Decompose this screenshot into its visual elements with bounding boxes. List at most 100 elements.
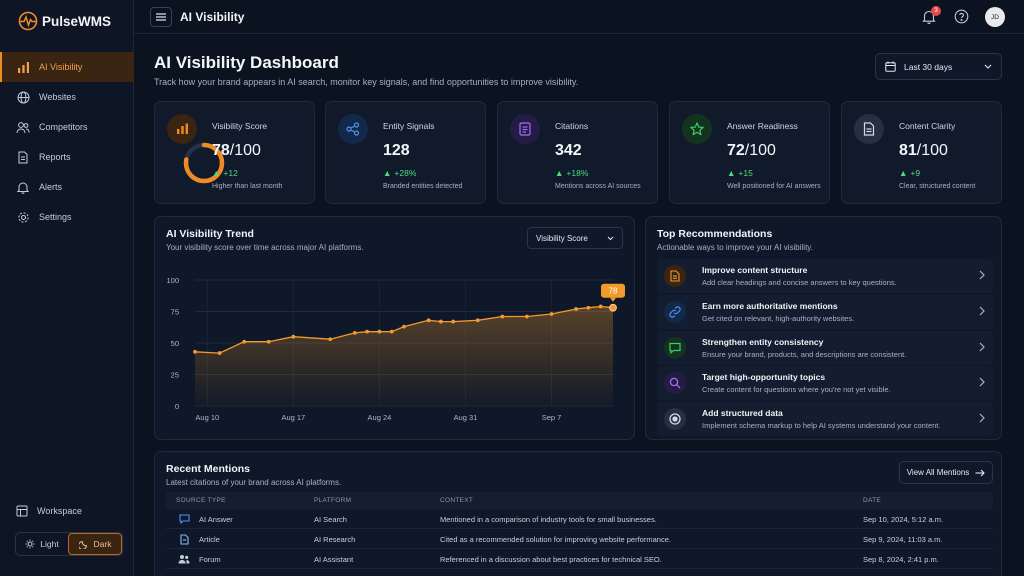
kpi-value: 72/100 [727, 142, 776, 159]
sidebar-item-alerts[interactable]: Alerts [0, 172, 134, 202]
kpi-card-content-clarity[interactable]: Content Clarity 81/100 ▲ +9 Clear, struct… [841, 101, 1002, 204]
date-range-value: Last 30 days [904, 61, 953, 72]
trend-up-icon: ▲ [212, 168, 221, 178]
recommendation-item[interactable]: Target high-opportunity topics Create co… [657, 366, 993, 400]
tooltip-bubble [601, 283, 625, 298]
recommendation-item[interactable]: Strengthen entity consistency Ensure you… [657, 331, 993, 365]
menu-toggle-button[interactable] [150, 7, 172, 27]
mentions-panel: Recent Mentions Latest citations of your… [154, 451, 1002, 576]
trend-title: AI Visibility Trend [166, 228, 254, 240]
sidebar-item-label: Settings [39, 212, 72, 222]
metric-select[interactable]: Visibility Score [527, 227, 623, 249]
document-icon [510, 114, 540, 144]
platform-cell: AI Research [314, 535, 356, 544]
chevron-right-icon [979, 413, 985, 423]
context-cell: Mentioned in a comparison of industry to… [440, 515, 657, 524]
sidebar-nav: AI Visibility Websites Competitors Repor… [0, 52, 134, 232]
kpi-delta: ▲ +18% [555, 168, 589, 178]
y-tick-label: 75 [171, 308, 179, 317]
table-header: SOURCE TYPE PLATFORM CONTEXT DATE [166, 492, 993, 509]
y-tick-label: 50 [171, 339, 179, 348]
column-header: SOURCE TYPE [176, 497, 226, 504]
gear-icon [16, 210, 30, 224]
trend-up-icon: ▲ [383, 168, 392, 178]
data-point [389, 329, 394, 334]
sidebar-item-label: Websites [39, 92, 76, 102]
kpi-card-answer-readiness[interactable]: Answer Readiness 72/100 ▲ +15 Well positi… [669, 101, 830, 204]
column-header: PLATFORM [314, 497, 352, 504]
mentions-subtitle: Latest citations of your brand across AI… [166, 478, 342, 487]
source-type: AI Answer [199, 515, 233, 524]
theme-light-button[interactable]: Light [16, 533, 68, 555]
kpi-card-entity-signals[interactable]: Entity Signals 128 ▲ +28% Branded entitie… [325, 101, 486, 204]
avatar[interactable]: JD [985, 7, 1005, 27]
recommendations-subtitle: Actionable ways to improve your AI visib… [657, 243, 813, 252]
kpi-value: 128 [383, 142, 410, 159]
kpi-value: 342 [555, 142, 582, 159]
trend-up-icon: ▲ [555, 168, 564, 178]
context-cell: Cited as a recommended solution for impr… [440, 535, 671, 544]
trend-chart[interactable]: 0 25 50 75 100 Aug 10 Aug 17 Aug 24 Aug 31 Sep 7 7… [155, 217, 636, 441]
date-cell: Sep 8, 2024, 2:41 p.m. [863, 555, 939, 564]
recommendation-desc: Get cited on relevant, high-authority we… [702, 314, 855, 323]
recommendation-item[interactable]: Earn more authoritative mentions Get cit… [657, 295, 993, 329]
column-header: CONTEXT [440, 497, 474, 504]
data-point [402, 324, 406, 329]
workspace-label: Workspace [37, 506, 82, 516]
kpi-card-citations[interactable]: Citations 342 ▲ +18% Mentions across AI s… [497, 101, 658, 204]
series-area [195, 306, 613, 406]
data-point [609, 303, 617, 312]
mentions-table: SOURCE TYPE PLATFORM CONTEXT DATE AI Ans… [166, 492, 993, 569]
recommendation-item[interactable]: Add structured data Implement schema mar… [657, 402, 993, 436]
data-point [586, 305, 591, 310]
kpi-card-visibility-score[interactable]: Visibility Score 78/100 ▲ +12 Higher than… [154, 101, 315, 204]
kpi-note: Higher than last month [212, 183, 283, 190]
app-name: PulseWMS [42, 13, 112, 29]
chevron-right-icon [979, 306, 985, 316]
sidebar-item-reports[interactable]: Reports [0, 142, 134, 172]
chevron-down-icon [984, 64, 992, 69]
date-cell: Sep 10, 2024, 5:12 a.m. [863, 515, 944, 524]
table-row[interactable]: AI Answer AI Search Mentioned in a compa… [166, 509, 993, 529]
chevron-right-icon [979, 377, 985, 387]
topbar-title: AI Visibility [180, 10, 245, 24]
view-all-mentions-button[interactable]: View All Mentions [899, 461, 993, 484]
column-header: DATE [863, 497, 882, 504]
kpi-note: Branded entities detected [383, 183, 463, 190]
sidebar-item-competitors[interactable]: Competitors [0, 112, 134, 142]
bell-icon [16, 180, 30, 194]
help-button[interactable] [954, 9, 969, 24]
sidebar: PulseWMS AI Visibility Websites Competit… [0, 0, 134, 576]
recommendation-desc: Ensure your brand, products, and descrip… [702, 350, 907, 359]
y-tick-label: 25 [171, 371, 179, 380]
data-point [475, 318, 480, 323]
kpi-delta: ▲ +28% [383, 168, 417, 178]
target-icon [664, 408, 686, 430]
notification-badge: 3 [931, 6, 941, 16]
recommendation-title: Improve content structure [702, 265, 808, 275]
sidebar-item-settings[interactable]: Settings [0, 202, 134, 232]
metric-select-value: Visibility Score [536, 233, 588, 243]
data-point [438, 319, 443, 324]
app-logo[interactable]: PulseWMS [18, 11, 111, 31]
source-type: Forum [199, 555, 221, 564]
trend-subtitle: Your visibility score over time across m… [166, 243, 364, 252]
context-cell: Referenced in a discussion about best pr… [440, 555, 662, 564]
help-icon [954, 9, 969, 24]
link-icon [664, 301, 686, 323]
sidebar-item-label: Competitors [39, 122, 88, 132]
mentions-title: Recent Mentions [166, 463, 251, 475]
data-point [549, 312, 554, 316]
theme-dark-button[interactable]: Dark [68, 533, 122, 555]
sidebar-item-websites[interactable]: Websites [0, 82, 134, 112]
tooltip-value: 78 [609, 287, 618, 296]
workspace-link[interactable]: Workspace [16, 505, 82, 517]
y-tick-label: 0 [175, 402, 179, 411]
table-row[interactable]: Forum AI Assistant Referenced in a discu… [166, 549, 993, 569]
platform-cell: AI Search [314, 515, 347, 524]
table-row[interactable]: Article AI Research Cited as a recommend… [166, 529, 993, 549]
date-range-select[interactable]: Last 30 days [875, 53, 1002, 80]
sidebar-item-ai-visibility[interactable]: AI Visibility [0, 52, 134, 82]
recommendation-item[interactable]: Improve content structure Add clear head… [657, 259, 993, 293]
kpi-delta: ▲ +9 [899, 168, 921, 178]
